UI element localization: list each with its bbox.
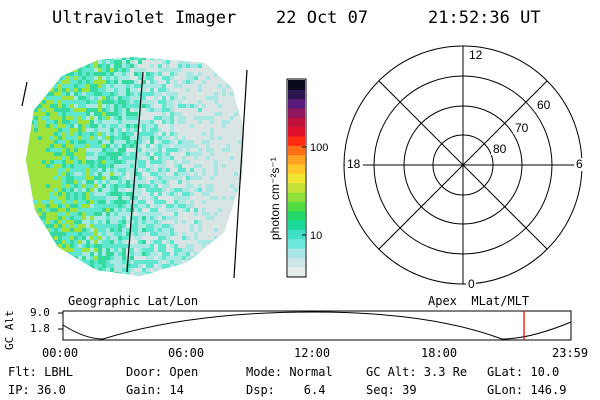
info-filter: Flt: LBHL <box>8 365 74 379</box>
colorbar-frame <box>286 78 307 278</box>
info-gain: Gain: 14 <box>126 383 184 397</box>
colorbar-cell <box>288 136 305 146</box>
polar-label-12: 12 <box>469 48 483 62</box>
polar-ring-label-80: 80 <box>493 142 507 156</box>
colorbar-cell <box>288 98 305 109</box>
colorbar-cell <box>288 164 305 174</box>
colorbar-cell <box>288 126 305 137</box>
polar-label-6: 6 <box>576 157 583 171</box>
timeline-y-tick-9: 9.0 <box>30 306 50 319</box>
observation-date: 22 Oct 07 <box>276 8 369 28</box>
colorbar-cell <box>288 229 305 240</box>
colorbar-cell <box>288 108 305 118</box>
colorbar-cell <box>288 238 305 249</box>
altitude-timeline <box>58 310 572 341</box>
polar-label-18: 18 <box>347 157 361 171</box>
colorbar: 100 10 photon cm⁻²s⁻¹ <box>268 78 328 278</box>
info-glat: GLat: 10.0 <box>487 365 560 379</box>
colorbar-cell <box>288 257 305 268</box>
colorbar-cell <box>288 173 305 184</box>
polar-diagonal <box>378 80 548 250</box>
timeline-x-tick-2359: 23:59 <box>552 346 589 360</box>
colorbar-cell <box>288 192 305 202</box>
colorbar-cell <box>288 182 305 193</box>
info-seq: Seq: 39 <box>366 383 417 397</box>
colorbar-cell <box>288 210 305 221</box>
colorbar-cell <box>288 154 305 165</box>
polar-label-0: 0 <box>468 277 475 291</box>
timeline-y-tick-1-8: 1.8 <box>30 322 50 335</box>
colorbar-cell <box>288 266 305 277</box>
colorbar-tick-100: 100 <box>310 142 328 154</box>
colorbar-cell <box>288 89 305 100</box>
colorbar-cell <box>288 248 305 258</box>
instrument-title: Ultraviolet Imager <box>52 8 237 28</box>
colorbar-cell <box>288 80 305 90</box>
info-gc-alt: GC Alt: 3.3 Re <box>366 365 468 379</box>
info-ip: IP: 36.0 <box>8 383 66 397</box>
timeline-x-tick-0600: 06:00 <box>168 346 205 360</box>
colorbar-cell <box>288 145 305 156</box>
info-glon: GLon: 146.9 <box>487 383 567 397</box>
timeline-x-tick-0000: 00:00 <box>42 346 79 360</box>
info-dsp: Dsp: 6.4 <box>246 383 326 397</box>
info-mode: Mode: Normal <box>246 365 333 379</box>
colorbar-cell <box>288 117 305 128</box>
timeline-left-title: Geographic Lat/Lon <box>68 294 199 308</box>
polar-plot <box>343 45 583 285</box>
colorbar-cell <box>288 201 305 212</box>
info-door: Door: Open <box>126 365 199 379</box>
timeline-frame <box>62 310 572 341</box>
observation-time: 21:52:36 UT <box>428 8 541 28</box>
colorbar-tick-10: 10 <box>310 230 322 242</box>
longitude-line <box>233 69 248 279</box>
altitude-curve <box>62 311 572 340</box>
colorbar-cell <box>288 220 305 230</box>
timeline-y-label: GC Alt <box>3 310 16 350</box>
timeline-x-tick-1200: 12:00 <box>294 346 331 360</box>
uv-image <box>21 57 248 279</box>
polar-ring-label-60: 60 <box>537 98 551 112</box>
timeline-right-title: Apex MLat/MLT <box>428 294 530 308</box>
timeline-x-tick-1800: 18:00 <box>421 346 458 360</box>
polar-ring-label-70: 70 <box>515 121 529 135</box>
longitude-line <box>21 81 28 107</box>
longitude-line <box>126 71 144 273</box>
colorbar-unit-label: photon cm⁻²s⁻¹ <box>268 157 282 240</box>
